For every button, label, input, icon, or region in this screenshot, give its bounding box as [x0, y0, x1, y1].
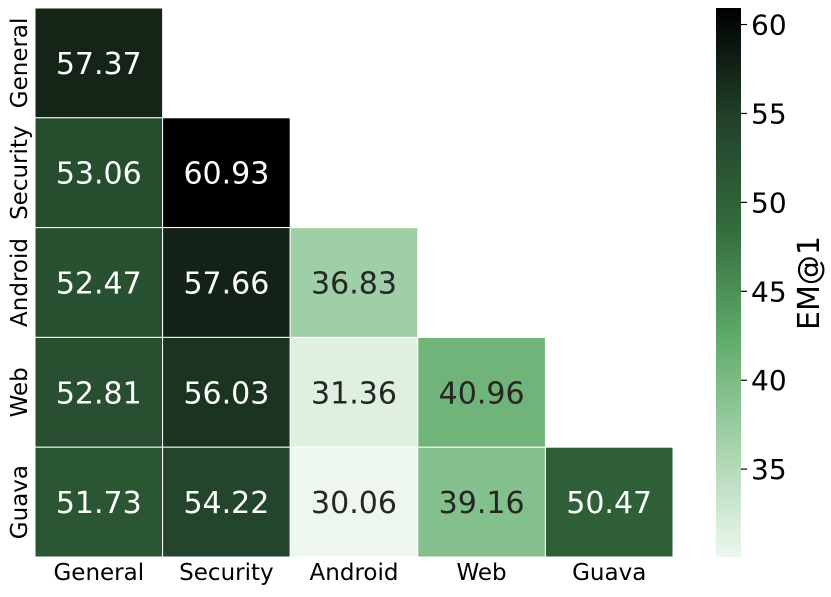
x-tick-label-general: General — [53, 560, 144, 586]
colorbar-tick-label: 50 — [751, 186, 787, 219]
heatmap-cell-security-security — [162, 117, 291, 229]
heatmap-cell-labels: 57.37 53.06 60.93 52.47 57.66 36.83 52.81 56.03… — [56, 47, 652, 521]
heatmap-cell-android-general — [34, 227, 164, 338]
colorbar-label: EM@1 — [792, 236, 827, 330]
heatmap-cell-guava-guava — [544, 446, 674, 558]
cell-value-label: 52.81 — [56, 376, 142, 411]
colorbar-tick-label: 45 — [751, 275, 787, 308]
heatmap-cell-web-security — [162, 336, 291, 448]
heatmap-cell-android-security — [162, 227, 291, 338]
y-axis-tick-labels: General Security Android Web Guava — [7, 18, 33, 540]
cell-value-label: 56.03 — [183, 376, 269, 411]
cell-value-label: 40.96 — [439, 376, 525, 411]
colorbar-gradient — [716, 8, 741, 557]
colorbar-ticks: 35 40 45 50 55 60 — [741, 9, 787, 486]
heatmap-cells — [34, 7, 674, 558]
x-tick-label-web: Web — [457, 560, 507, 586]
y-tick-label-general: General — [7, 18, 33, 109]
heatmap-cell-security-general — [34, 117, 164, 229]
x-tick-label-android: Android — [310, 560, 399, 586]
cell-value-label: 50.47 — [566, 486, 652, 521]
y-tick-label-security: Security — [7, 125, 33, 219]
cell-value-label: 60.93 — [183, 157, 269, 192]
heatmap-cell-android-android — [289, 227, 419, 338]
y-tick-label-web: Web — [7, 367, 33, 417]
y-tick-label-guava: Guava — [7, 465, 33, 539]
x-axis-tick-labels: General Security Android Web Guava — [53, 560, 646, 586]
heatmap-cell-guava-android — [289, 446, 419, 558]
colorbar: 35 40 45 50 55 60 EM@1 — [716, 8, 827, 557]
cell-value-label: 30.06 — [311, 486, 397, 521]
heatmap-cell-web-web — [417, 336, 546, 448]
cell-value-label: 52.47 — [56, 267, 142, 302]
cell-value-label: 57.37 — [56, 47, 142, 82]
x-tick-label-security: Security — [179, 560, 273, 586]
heatmap-cell-general-general — [34, 7, 164, 119]
cell-value-label: 57.66 — [183, 267, 269, 302]
cell-value-label: 51.73 — [56, 486, 142, 521]
cell-value-label: 36.83 — [311, 267, 397, 302]
cell-value-label: 54.22 — [183, 486, 269, 521]
cell-value-label: 53.06 — [56, 157, 142, 192]
y-tick-label-android: Android — [7, 238, 33, 327]
colorbar-tick-label: 55 — [751, 97, 787, 130]
heatmap-cell-guava-web — [417, 446, 546, 558]
x-tick-label-guava: Guava — [572, 560, 646, 586]
cell-value-label: 31.36 — [311, 376, 397, 411]
colorbar-tick-label: 35 — [751, 453, 787, 486]
cell-value-label: 39.16 — [439, 486, 525, 521]
colorbar-tick-label: 60 — [751, 9, 787, 42]
heatmap-cell-guava-security — [162, 446, 291, 558]
colorbar-tick-label: 40 — [751, 364, 787, 397]
